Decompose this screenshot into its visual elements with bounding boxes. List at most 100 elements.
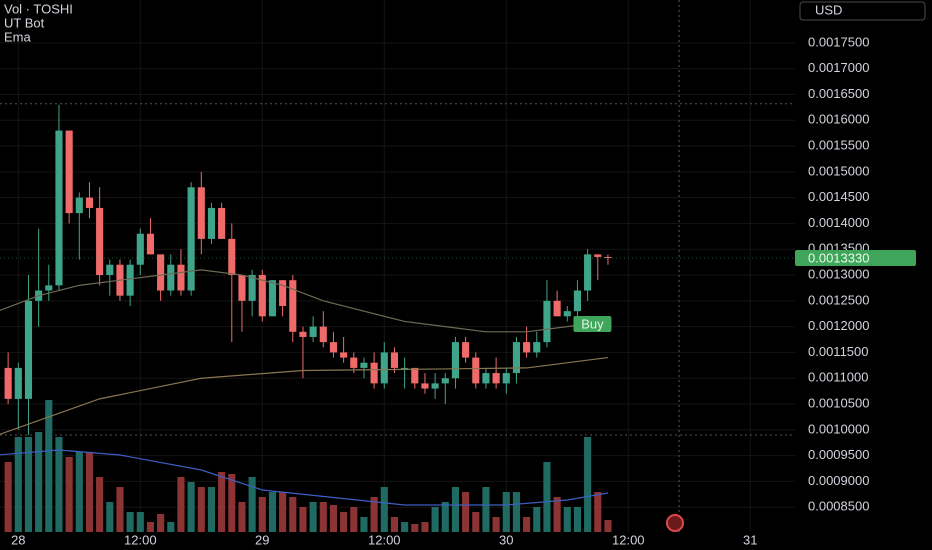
candle-body: [96, 207, 104, 276]
volume-bar: [14, 437, 22, 532]
candle-body: [563, 311, 571, 317]
candle-body: [228, 238, 236, 276]
y-tick-label: 0.0015500: [808, 137, 869, 152]
volume-bar: [340, 512, 348, 532]
volume-bar: [604, 520, 612, 532]
plot-area: Buy: [0, 0, 795, 532]
x-tick-label: 30: [499, 532, 513, 547]
y-tick-label: 0.0012000: [808, 318, 869, 333]
candle-body: [340, 352, 348, 358]
candle-body: [106, 264, 114, 276]
volume-bar: [441, 502, 449, 532]
volume-bar: [55, 437, 63, 532]
volume-bar: [523, 517, 531, 532]
currency[interactable]: USD: [815, 2, 842, 17]
candle-body: [309, 326, 317, 337]
y-tick-label: 0.0016000: [808, 112, 869, 127]
y-tick-label: 0.0012500: [808, 292, 869, 307]
y-tick-label: 0.0017500: [808, 34, 869, 49]
candle-body: [360, 362, 368, 368]
candle-body: [411, 367, 419, 384]
x-tick-label: 12:00: [124, 532, 157, 547]
candle-body: [75, 197, 83, 214]
volume-bar: [492, 517, 500, 532]
volume-bar: [146, 522, 155, 532]
candle-body: [604, 256, 612, 259]
volume-bar: [268, 492, 277, 532]
volume-bar: [350, 507, 358, 532]
ema-line: [0, 269, 609, 333]
x-tick-label: 31: [743, 532, 757, 547]
candle-body: [14, 367, 22, 399]
candle-body: [472, 357, 480, 384]
y-tick-label: 0.0015000: [808, 163, 869, 178]
y-tick-label: 0.0017000: [808, 60, 869, 75]
candle-body: [319, 326, 327, 343]
volume-bar: [309, 502, 317, 532]
volume-bar: [563, 507, 571, 532]
volume-bar: [370, 497, 378, 532]
candle-body: [126, 264, 134, 296]
y-tick-label: 0.0016500: [808, 86, 869, 101]
last-price-label: 0.0013330: [808, 250, 869, 265]
volume-bar: [85, 452, 94, 532]
volume-bar: [167, 522, 175, 532]
volume-bar: [157, 514, 165, 532]
candle-body: [482, 373, 490, 384]
volume-bar: [319, 502, 327, 532]
event-badge[interactable]: [666, 514, 684, 532]
volume-bar: [218, 472, 226, 532]
volume-bar: [329, 505, 338, 532]
signal-label: Buy: [581, 316, 604, 331]
candle-body: [207, 207, 216, 239]
candle-body: [248, 275, 256, 301]
candle-body: [268, 280, 277, 317]
last-price-box: [795, 250, 916, 267]
volume-bar: [553, 497, 561, 532]
volume-bar: [106, 502, 114, 532]
volume-bar: [136, 512, 144, 532]
y-tick-label: 0.0011000: [808, 370, 869, 385]
candle-body: [431, 383, 439, 389]
x-tick-label: 28: [11, 532, 25, 547]
volume-bar: [75, 452, 83, 532]
volume-ma-line: [0, 449, 609, 506]
currency-box[interactable]: [799, 1, 926, 21]
volume-bar: [248, 477, 256, 532]
x-tick-label: 12:00: [612, 532, 645, 547]
candle-body: [299, 331, 307, 337]
y-tick-label: 0.0010000: [808, 421, 869, 436]
y-tick-label: 0.0010500: [808, 395, 869, 410]
y-tick-label: 0.0014500: [808, 189, 869, 204]
candle-body: [502, 373, 510, 384]
volume-bar: [594, 492, 602, 532]
candle-body: [157, 254, 165, 291]
candle-body: [45, 285, 53, 291]
candle-body: [451, 342, 460, 379]
legend-entry: Vol · TOSHI: [4, 1, 73, 16]
y-tick-label: 0.0009000: [808, 473, 869, 488]
volume-bar: [177, 477, 185, 532]
candle-body: [258, 275, 266, 317]
candle-body: [523, 342, 531, 353]
signal-label-box: [573, 316, 612, 333]
candle-body: [187, 187, 195, 291]
candle-body: [177, 264, 185, 291]
candle-body: [329, 342, 338, 353]
candle-body: [421, 383, 429, 389]
volume-bar: [187, 482, 195, 532]
volume-bar: [299, 507, 307, 532]
volume-bar: [35, 432, 43, 532]
volume-bar: [45, 400, 53, 532]
volume-bar: [207, 487, 216, 532]
legend-entry: UT Bot: [4, 15, 45, 30]
candle-body: [594, 254, 602, 257]
y-tick-label: 0.0009500: [808, 447, 869, 462]
volume-bar: [238, 502, 246, 532]
candle-body: [197, 187, 205, 239]
candle-body: [350, 357, 358, 368]
volume-bar: [4, 462, 12, 532]
candle-body: [218, 207, 226, 239]
candle-body: [136, 233, 144, 265]
volume-bar: [279, 492, 287, 532]
